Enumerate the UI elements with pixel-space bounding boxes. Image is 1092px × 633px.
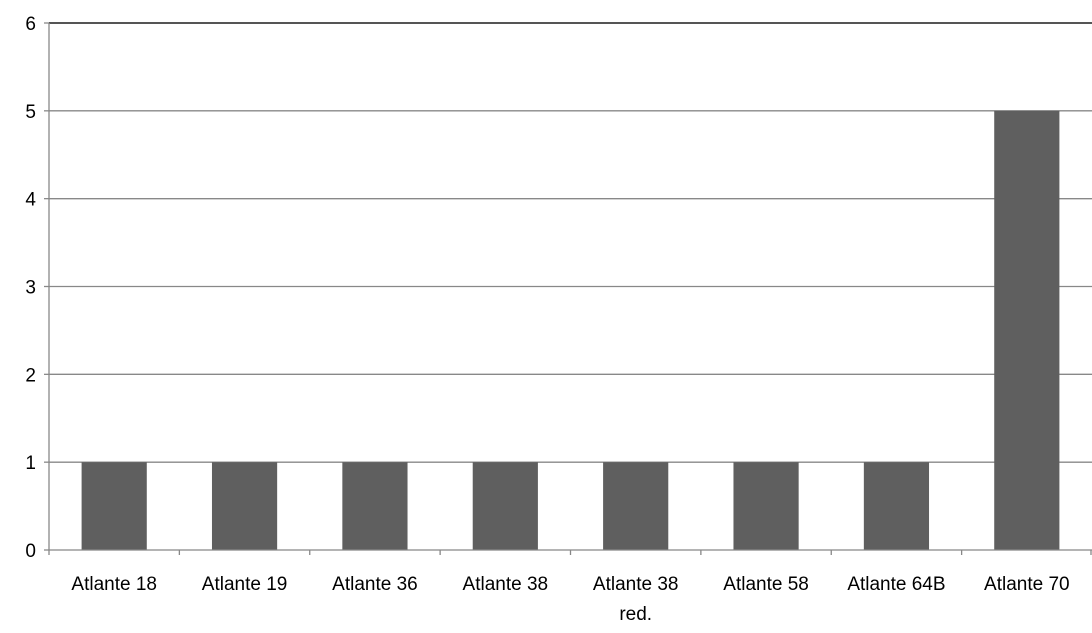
y-tick-labels: 0 1 2 3 4 5 6 bbox=[25, 14, 36, 562]
x-tick-label-line: Atlante 18 bbox=[71, 574, 157, 595]
bar bbox=[342, 462, 408, 550]
x-tick-labels: Atlante 18 Atlante 19 Atlante 36 Atlante 38… bbox=[71, 574, 1069, 625]
x-tick-label-line: Atlante 38 bbox=[463, 574, 549, 595]
gridlines bbox=[49, 22, 1092, 463]
x-tick-label: Atlante 58 bbox=[723, 574, 809, 595]
y-tick-label: 4 bbox=[25, 190, 36, 211]
y-tick-label: 3 bbox=[25, 278, 36, 299]
bar bbox=[81, 462, 147, 550]
x-tick-label: Atlante 18 bbox=[71, 574, 157, 595]
bar bbox=[603, 462, 669, 550]
x-tick-label-line: Atlante 58 bbox=[723, 574, 809, 595]
axes bbox=[44, 22, 1092, 555]
x-tick-label-line: Atlante 70 bbox=[984, 574, 1070, 595]
bar bbox=[863, 462, 930, 550]
x-tick-label-line: Atlante 64B bbox=[847, 574, 945, 595]
bars bbox=[81, 110, 1060, 550]
x-tick-label-line: red. bbox=[619, 604, 652, 625]
y-tick-label: 1 bbox=[25, 453, 36, 474]
x-tick-label: Atlante 38 bbox=[463, 574, 549, 595]
y-tick-label: 0 bbox=[25, 541, 36, 562]
x-tick-label: Atlante 70 bbox=[984, 574, 1070, 595]
bar bbox=[994, 110, 1060, 550]
x-tick-label: Atlante 64B bbox=[847, 574, 945, 595]
bar bbox=[733, 462, 799, 550]
y-tick-label: 6 bbox=[25, 14, 36, 35]
x-tick-label-line: Atlante 19 bbox=[202, 574, 288, 595]
x-tick-label-line: Atlante 36 bbox=[332, 574, 418, 595]
x-tick-label: Atlante 19 bbox=[202, 574, 288, 595]
y-tick-label: 2 bbox=[25, 365, 36, 386]
x-tick-label-line: Atlante 38 bbox=[593, 574, 679, 595]
bar bbox=[211, 462, 278, 550]
y-tick-label: 5 bbox=[25, 102, 36, 123]
bar bbox=[472, 462, 538, 550]
x-tick-label: Atlante 38 red. bbox=[593, 574, 679, 625]
x-tick-label: Atlante 36 bbox=[332, 574, 418, 595]
